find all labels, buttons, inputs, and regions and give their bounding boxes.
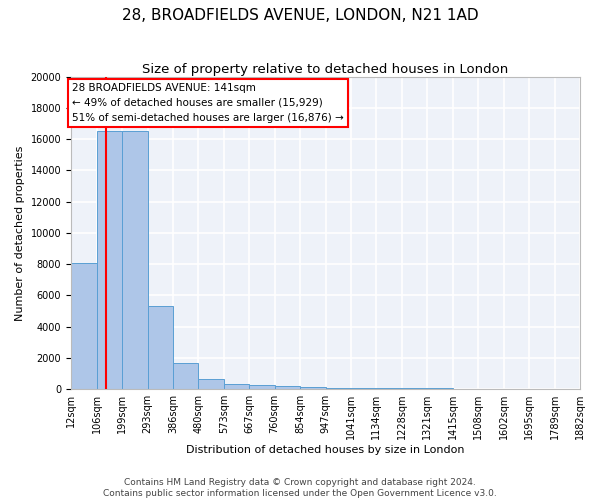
Bar	[122, 132, 148, 389]
Text: Contains HM Land Registry data © Crown copyright and database right 2024.
Contai: Contains HM Land Registry data © Crown c…	[103, 478, 497, 498]
Bar	[250, 385, 275, 389]
Bar	[199, 379, 224, 389]
Bar	[427, 388, 453, 389]
Text: 28, BROADFIELDS AVENUE, LONDON, N21 1AD: 28, BROADFIELDS AVENUE, LONDON, N21 1AD	[122, 8, 478, 22]
Bar	[376, 388, 402, 389]
Bar	[326, 388, 351, 389]
Title: Size of property relative to detached houses in London: Size of property relative to detached ho…	[142, 62, 509, 76]
Bar	[173, 362, 199, 389]
Bar	[351, 388, 376, 389]
Bar	[97, 132, 122, 389]
Text: 28 BROADFIELDS AVENUE: 141sqm
← 49% of detached houses are smaller (15,929)
51% : 28 BROADFIELDS AVENUE: 141sqm ← 49% of d…	[73, 83, 344, 122]
Bar	[224, 384, 250, 389]
X-axis label: Distribution of detached houses by size in London: Distribution of detached houses by size …	[186, 445, 465, 455]
Bar	[71, 262, 97, 389]
Bar	[453, 388, 478, 389]
Bar	[300, 387, 326, 389]
Bar	[275, 386, 300, 389]
Y-axis label: Number of detached properties: Number of detached properties	[15, 145, 25, 320]
Bar	[148, 306, 173, 389]
Bar	[402, 388, 427, 389]
